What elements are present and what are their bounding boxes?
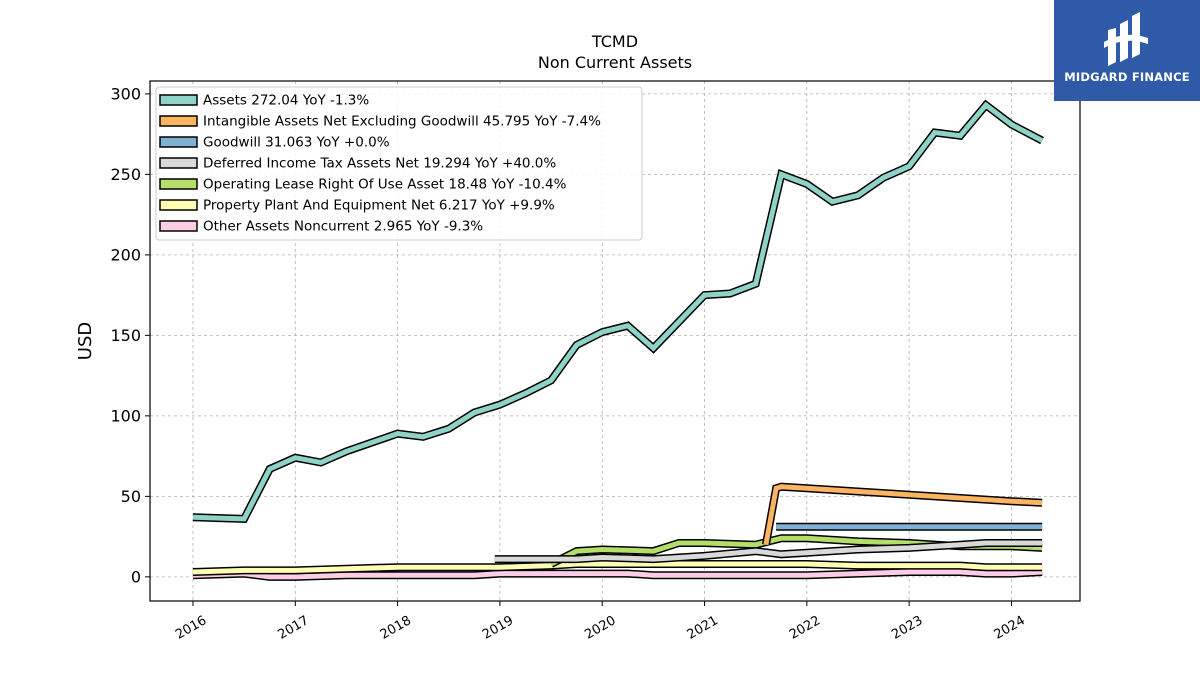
series-stroke [763,484,1043,546]
x-tick-label: 2024 [992,613,1028,643]
chart-title: TCMD [591,32,638,51]
y-tick-label: 200 [110,245,141,264]
legend-swatch [159,220,198,232]
legend-label: Deferred Income Tax Assets Net 19.294 Yo… [203,156,556,172]
x-tick-label: 2017 [275,613,311,643]
brand-logo: MIDGARD FINANCE [1054,0,1200,101]
legend-item: Assets 272.04 YoY -1.3% [159,93,369,109]
legend-label: Intangible Assets Net Excluding Goodwill… [203,114,601,130]
x-tick-label: 2021 [685,613,721,643]
legend-item: Deferred Income Tax Assets Net 19.294 Yo… [159,156,556,172]
y-tick-label: 50 [121,487,141,506]
series-line [494,539,1043,564]
legend-swatch [159,136,198,148]
legend-swatch [159,157,198,169]
y-tick-label: 300 [110,84,141,103]
legend-box [155,86,643,241]
series-stroke [192,569,1043,580]
legend: Assets 272.04 YoY -1.3% Intangible Assets… [155,86,643,241]
series-line [192,568,1043,581]
plot-area [192,99,1044,581]
legend-label: Assets 272.04 YoY -1.3% [203,93,369,109]
legend-item: Goodwill 31.063 YoY +0.0% [159,135,390,151]
midgard-logo-icon [1104,12,1148,66]
series-line [761,482,1043,546]
y-tick-label: 100 [110,406,141,425]
x-tick-label: 2023 [889,613,925,643]
series-stroke [494,540,1043,562]
legend-swatch [159,115,198,127]
x-tick-label: 2018 [378,613,414,643]
x-tick-label: 2019 [480,613,516,643]
legend-label: Other Assets Noncurrent 2.965 YoY -9.3% [203,219,483,235]
legend-swatch [159,178,198,190]
y-tick-label: 0 [131,567,141,586]
legend-item: Property Plant And Equipment Net 6.217 Y… [159,198,555,214]
legend-swatch [159,94,198,106]
x-tick-label: 2016 [173,613,209,643]
y-tick-label: 250 [110,165,141,184]
x-tick-label: 2022 [787,613,823,643]
x-tick-label: 2020 [582,613,618,643]
legend-label: Property Plant And Equipment Net 6.217 Y… [203,198,555,214]
legend-label: Operating Lease Right Of Use Asset 18.48… [203,177,567,193]
legend-label: Goodwill 31.063 YoY +0.0% [203,135,390,151]
legend-item: Operating Lease Right Of Use Asset 18.48… [159,177,567,193]
series-line [192,560,1043,576]
series-stroke [192,101,1044,522]
legend-item: Other Assets Noncurrent 2.965 YoY -9.3% [159,219,483,235]
plot-frame [149,80,1081,602]
y-tick-label: 150 [110,326,141,345]
legend-item: Intangible Assets Net Excluding Goodwill… [159,114,601,130]
series-line [192,99,1044,523]
series-stroke [192,561,1043,575]
chart-subtitle: Non Current Assets [538,53,692,72]
brand-name: MIDGARD FINANCE [1064,70,1190,84]
y-axis-label: USD [75,322,96,360]
legend-swatch [159,199,198,211]
